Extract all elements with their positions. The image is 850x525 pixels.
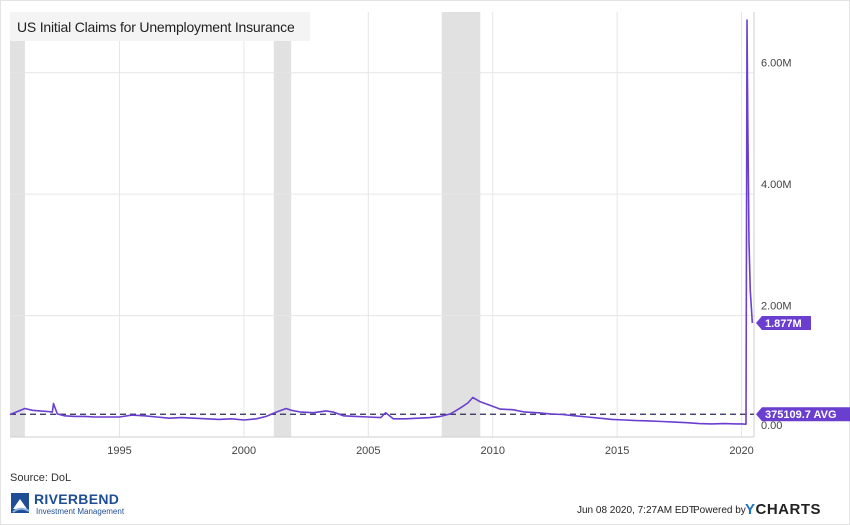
logo-name: RIVERBEND bbox=[34, 491, 120, 507]
last-value-text: 1.877M bbox=[765, 318, 802, 330]
recession-band bbox=[441, 12, 481, 437]
y-tick-label: 2.00M bbox=[761, 301, 792, 313]
ycharts-logo[interactable]: YCHARTS bbox=[745, 501, 821, 518]
footer-powered-by: Powered by bbox=[693, 505, 746, 516]
source-label: Source: DoL bbox=[10, 472, 72, 484]
ycharts-logo-y: Y bbox=[745, 501, 756, 518]
x-axis-ticks: 1995 2000 2005 2010 2015 2020 bbox=[107, 445, 754, 457]
series-line bbox=[9, 19, 754, 425]
ycharts-logo-text: CHARTS bbox=[755, 501, 822, 518]
logo-subtitle: Investment Management bbox=[36, 507, 125, 516]
riverbend-logo-icon bbox=[11, 493, 30, 513]
chart-title-box bbox=[10, 12, 310, 41]
x-tick-label: 2000 bbox=[232, 445, 256, 457]
y-tick-label: 0.00 bbox=[761, 420, 782, 432]
y-tick-label: 4.00M bbox=[761, 179, 792, 191]
x-tick-label: 2005 bbox=[356, 445, 380, 457]
last-value-label: 1.877M bbox=[756, 316, 811, 331]
average-value-text: 375109.7 AVG bbox=[765, 409, 837, 421]
y-axis-ticks: 0.00 2.00M 4.00M 6.00M bbox=[761, 58, 792, 432]
recession-bands bbox=[10, 12, 481, 437]
riverbend-logo: RIVERBEND Investment Management bbox=[10, 491, 150, 519]
chart-title: US Initial Claims for Unemployment Insur… bbox=[17, 19, 295, 35]
average-value-label: 375109.7 AVG bbox=[756, 407, 850, 422]
y-tick-label: 6.00M bbox=[761, 58, 792, 70]
average-value-tag bbox=[756, 407, 850, 422]
x-tick-label: 2020 bbox=[729, 445, 753, 457]
footer-date: Jun 08 2020, 7:27AM EDT. bbox=[577, 505, 697, 516]
x-tick-label: 2010 bbox=[480, 445, 504, 457]
x-tick-label: 1995 bbox=[107, 445, 131, 457]
recession-band bbox=[10, 12, 25, 437]
gridlines bbox=[10, 12, 755, 438]
x-tick-label: 2015 bbox=[605, 445, 629, 457]
recession-band bbox=[273, 12, 292, 437]
last-value-tag bbox=[756, 316, 811, 331]
